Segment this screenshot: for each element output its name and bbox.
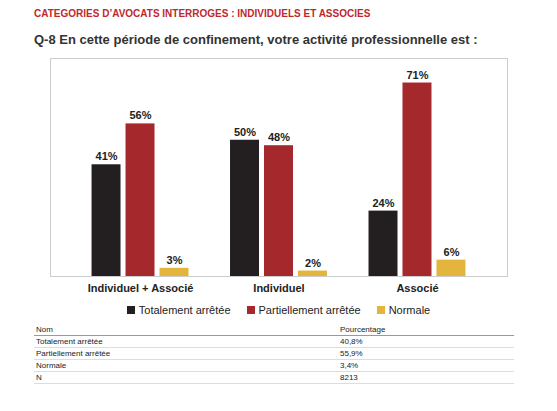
html-text:Normale: Normale — [388, 304, 431, 316]
html-text:Partiellement arrêtée: Partiellement arrêtée — [258, 304, 361, 316]
svg-text:2%: 2% — [305, 257, 321, 269]
html-text:Nom: Nom — [36, 325, 53, 334]
html-text:Q-8 En cette période de confin: Q-8 En cette période de confinement, vot… — [34, 32, 478, 47]
html-text:Normale: Normale — [36, 361, 67, 370]
svg-text:Individuel + Associé: Individuel + Associé — [88, 282, 194, 294]
html-text:55,9%: 55,9% — [340, 349, 363, 358]
html-text:8213: 8213 — [340, 373, 358, 382]
html-text:40,8%: 40,8% — [340, 337, 363, 346]
html-text:Totalement arrêtée: Totalement arrêtée — [138, 304, 231, 316]
svg-text:56%: 56% — [129, 109, 151, 121]
html-text:3,4%: 3,4% — [340, 361, 359, 370]
svg-text:Individuel: Individuel — [253, 282, 304, 294]
svg-text:3%: 3% — [167, 254, 183, 266]
svg-text:41%: 41% — [96, 150, 118, 162]
svg-text:24%: 24% — [372, 197, 394, 209]
html-text:Pourcentage: Pourcentage — [340, 325, 386, 334]
svg-text:71%: 71% — [406, 69, 428, 81]
svg-text:50%: 50% — [234, 126, 256, 138]
html-text:Partiellement arrêtée: Partiellement arrêtée — [36, 349, 111, 358]
html-text:Totalement arrêtée: Totalement arrêtée — [36, 337, 103, 346]
svg-text:6%: 6% — [444, 246, 460, 258]
html-text:N: N — [36, 373, 42, 382]
html-text:CATEGORIES D’AVOCATS INTERROGE: CATEGORIES D’AVOCATS INTERROGES : INDIVI… — [34, 8, 371, 19]
svg-text:48%: 48% — [268, 131, 290, 143]
svg-text:Associé: Associé — [396, 282, 438, 294]
